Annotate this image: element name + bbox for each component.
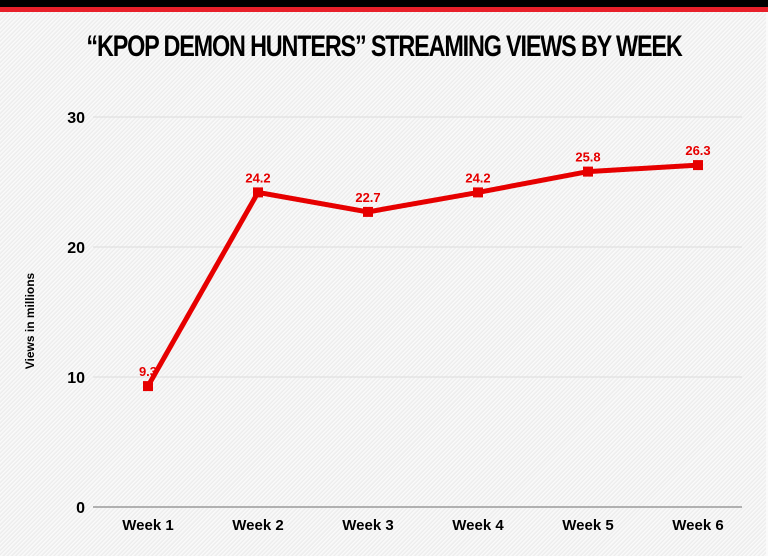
- data-point-marker: [583, 166, 593, 177]
- data-label: 22.7: [355, 190, 380, 205]
- gridlines: [93, 116, 742, 508]
- data-label: 25.8: [575, 150, 600, 165]
- right-edge: [766, 12, 768, 556]
- series-views: [143, 160, 703, 392]
- data-point-marker: [473, 187, 483, 198]
- x-category-label: Week 2: [232, 517, 283, 534]
- x-axis-categories: Week 1 Week 2 Week 3 Week 4 Week 5 Week 6: [122, 517, 723, 534]
- data-labels: 9.3 24.2 22.7 24.2 25.8 26.3: [139, 143, 711, 379]
- y-tick-label: 20: [67, 240, 85, 257]
- top-bar-black: [0, 0, 768, 7]
- y-axis-ticks: 0 10 20 30: [67, 110, 85, 517]
- x-category-label: Week 1: [122, 517, 173, 534]
- data-point-marker: [143, 381, 153, 392]
- chart-title: “KPOP DEMON HUNTERS” STREAMING VIEWS BY …: [86, 30, 682, 63]
- data-point-marker: [253, 187, 263, 198]
- x-category-label: Week 4: [452, 517, 504, 534]
- data-label: 24.2: [465, 170, 490, 185]
- data-point-marker: [693, 160, 703, 171]
- data-point-marker: [363, 206, 373, 217]
- data-label: 26.3: [685, 143, 710, 158]
- series-line: [145, 162, 699, 388]
- x-category-label: Week 6: [672, 517, 723, 534]
- y-tick-label: 10: [67, 370, 85, 387]
- y-tick-label: 0: [76, 500, 85, 517]
- data-label: 24.2: [245, 170, 270, 185]
- x-category-label: Week 3: [342, 517, 393, 534]
- data-label: 9.3: [139, 364, 157, 379]
- y-tick-label: 30: [67, 110, 85, 127]
- x-category-label: Week 5: [562, 517, 613, 534]
- top-bar-red: [0, 7, 768, 12]
